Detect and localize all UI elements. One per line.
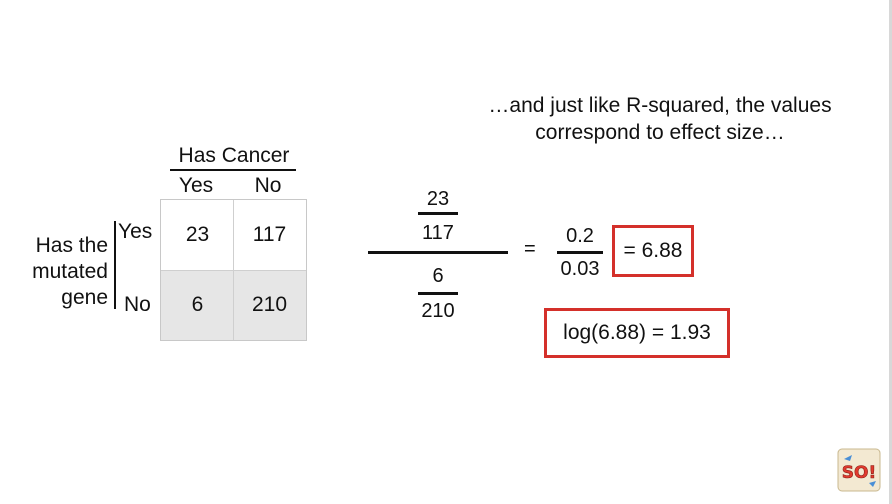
right-edge-border: [889, 0, 892, 504]
row-group-title-line-3: gene: [61, 286, 108, 309]
statquest-logo: SO!: [836, 447, 882, 493]
contingency-table: 23 117 6 210: [160, 199, 307, 341]
equals-sign: =: [524, 238, 536, 260]
ratio-denominator: 0.03: [560, 258, 600, 280]
column-group-title: Has Cancer: [178, 144, 290, 167]
top-fraction-bar: [418, 212, 458, 215]
row-header-yes: Yes: [118, 220, 153, 243]
table-cell-no-yes: 6: [161, 270, 234, 340]
row-group-title: Has the mutated gene: [14, 233, 108, 311]
row-header-no: No: [124, 293, 151, 316]
column-group-underline: [170, 169, 296, 171]
odds-ratio-result-box: = 6.88: [612, 225, 694, 277]
row-group-title-line-1: Has the: [35, 234, 108, 257]
bottom-fraction-bar: [418, 292, 458, 295]
statquest-so-logo-icon: SO!: [837, 448, 881, 492]
column-header-yes: Yes: [178, 174, 214, 197]
row-group-title-line-2: mutated: [32, 260, 108, 283]
ratio-fraction-bar: [557, 251, 603, 254]
row-group-bracket: [114, 221, 116, 309]
bottom-fraction-numerator: 6: [432, 265, 444, 287]
top-fraction-numerator: 23: [426, 188, 450, 210]
slide-caption: …and just like R-squared, the values cor…: [430, 92, 890, 146]
table-cell-yes-yes: 23: [185, 223, 210, 246]
log-odds-ratio-result-box: log(6.88) = 1.93: [544, 308, 730, 358]
table-cell-yes-no: 117: [252, 223, 287, 246]
caption-line-1: …and just like R-squared, the values: [488, 94, 832, 117]
logo-text: SO!: [842, 463, 876, 483]
bottom-fraction-denominator: 210: [421, 300, 455, 322]
main-fraction-bar: [368, 251, 508, 254]
ratio-numerator: 0.2: [566, 225, 594, 247]
top-fraction-denominator: 117: [422, 222, 454, 244]
column-header-no: No: [254, 174, 282, 197]
table-divider-horizontal: [161, 270, 306, 271]
caption-line-2: correspond to effect size…: [535, 121, 785, 144]
table-cell-no-no: 210: [233, 270, 306, 340]
